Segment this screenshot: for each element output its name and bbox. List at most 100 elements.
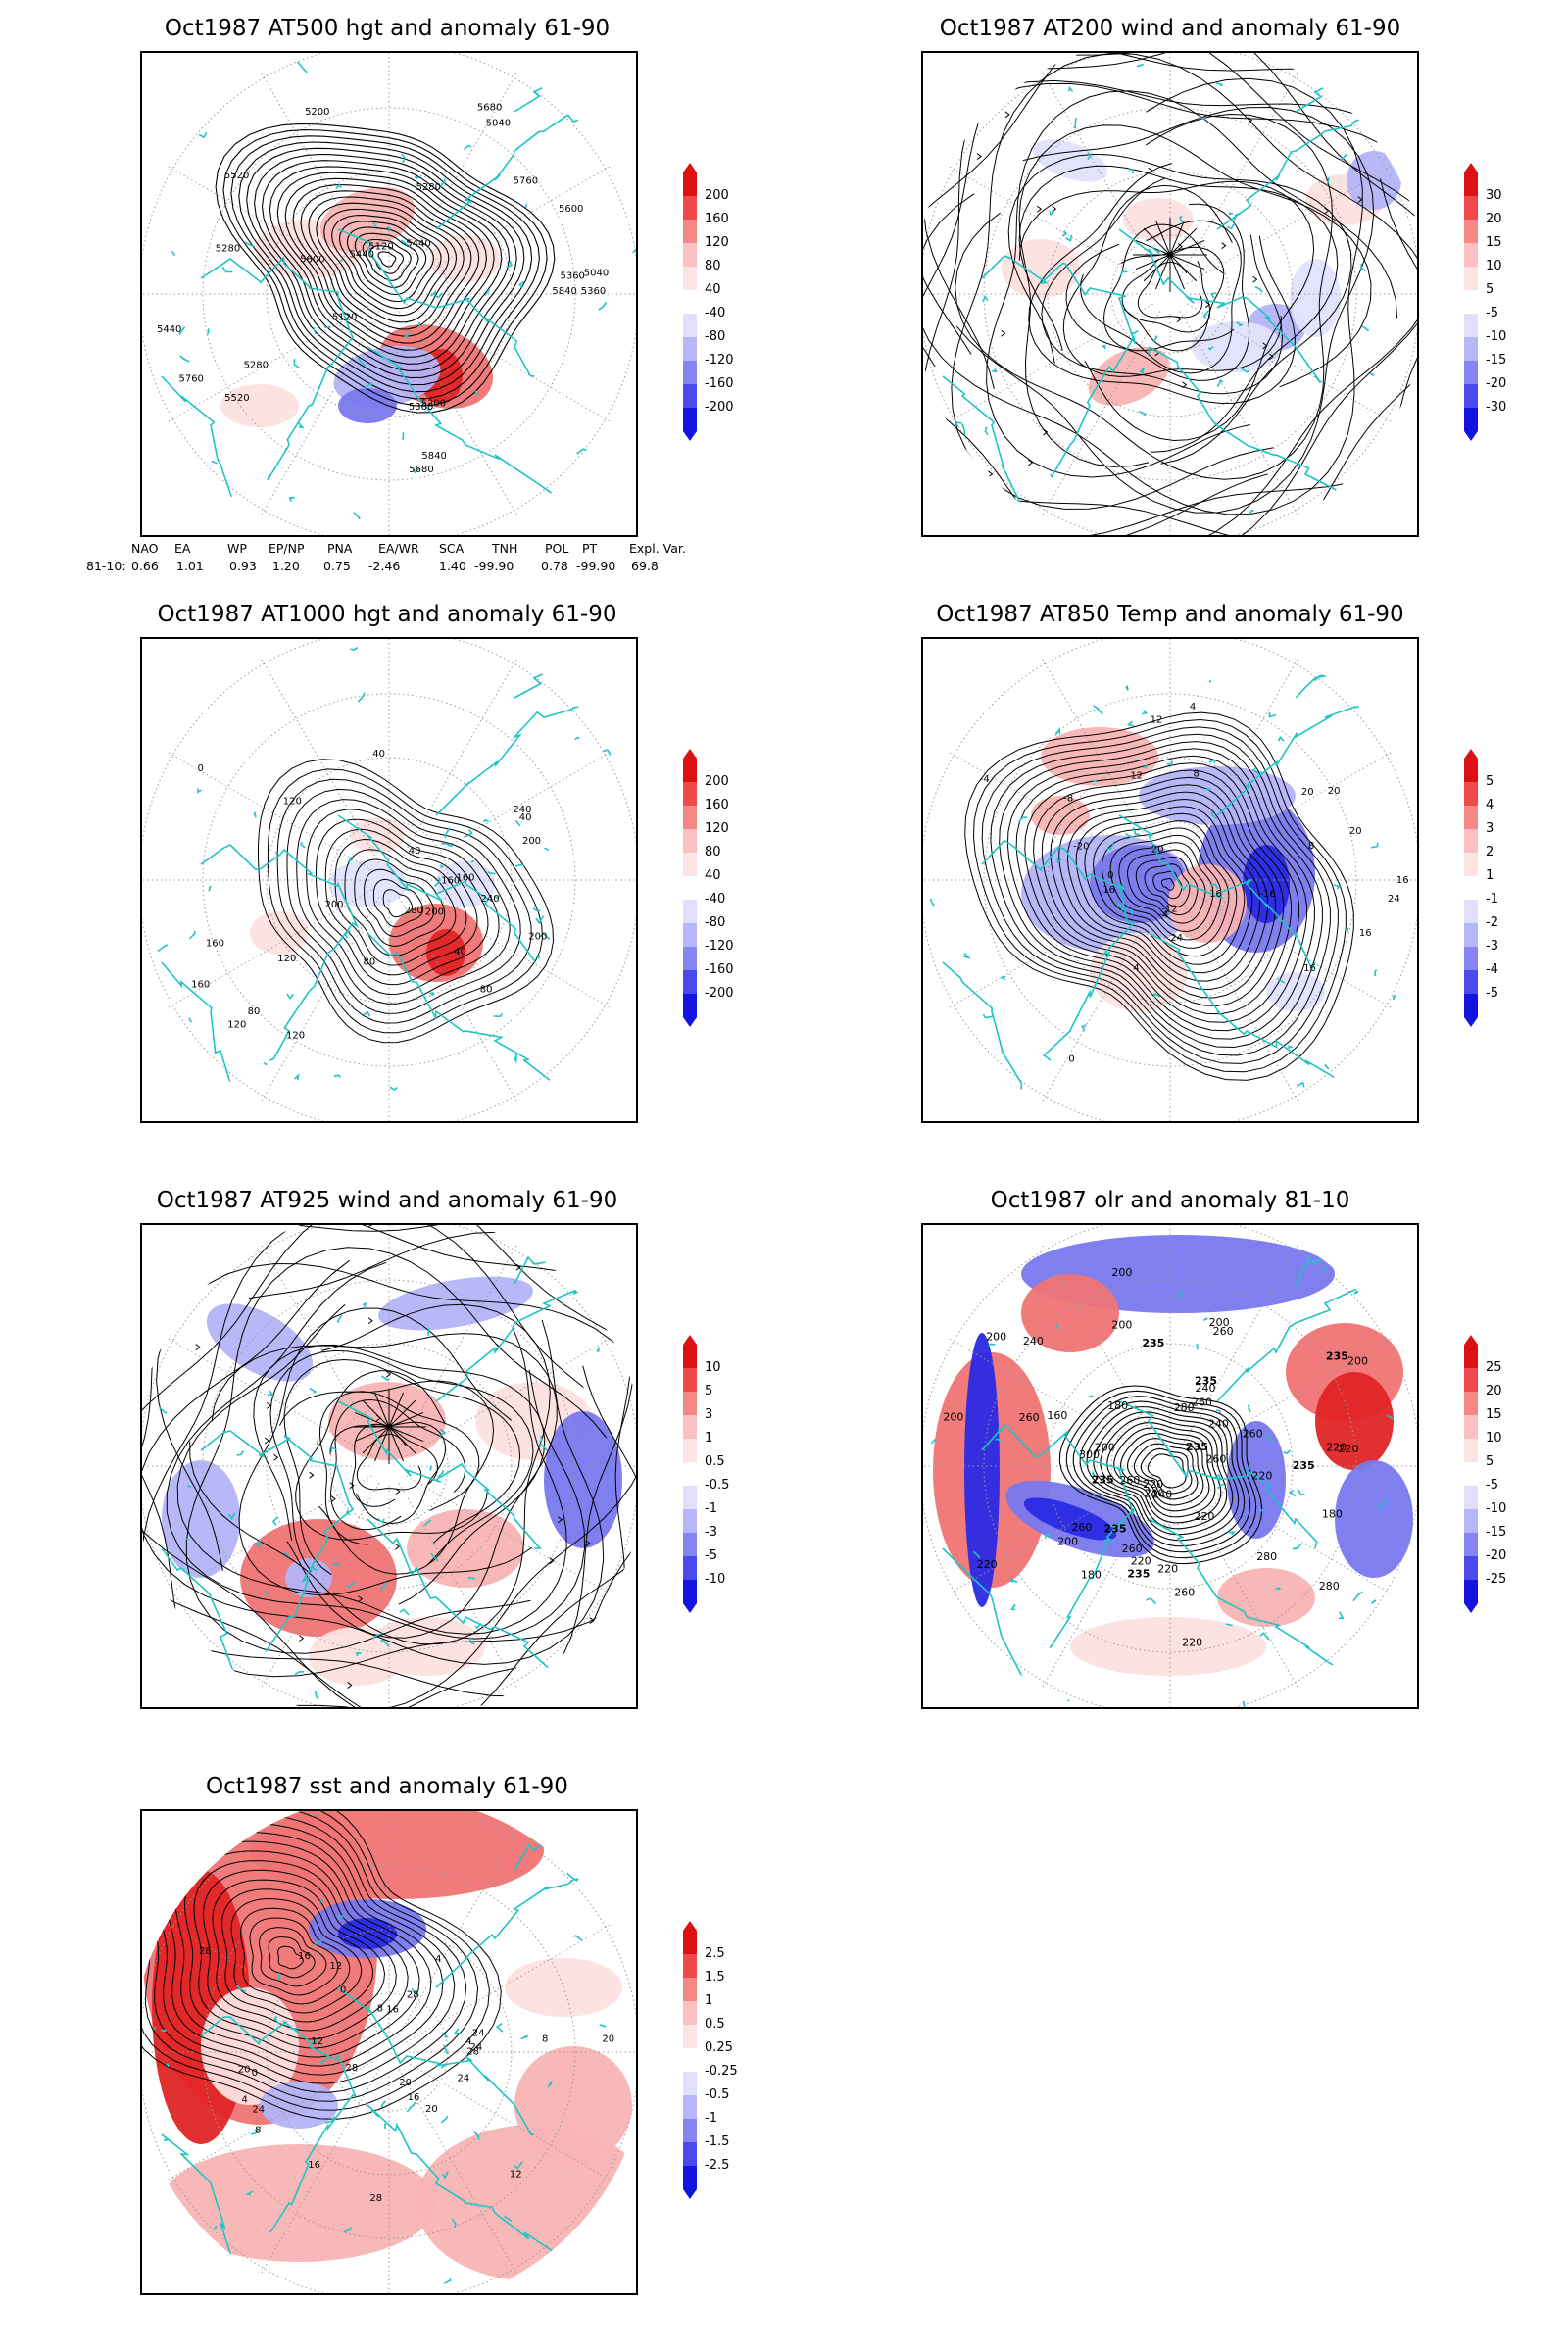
colorbar-swatch bbox=[1464, 994, 1478, 1027]
contour-label: 5120 bbox=[332, 313, 357, 323]
colorbar-swatch bbox=[683, 2048, 697, 2072]
contour-label: 5680 bbox=[477, 103, 502, 114]
map-content: 16 12 8 4 0 -4 -8 -12 -16 -20 20 16 24 20 16 12 8 4 0 -4 16 2… bbox=[923, 639, 1417, 1121]
colorbar-swatch bbox=[1464, 1439, 1478, 1462]
colorbar-label: 160 bbox=[705, 798, 729, 812]
colorbar-label: 4 bbox=[1486, 798, 1494, 812]
colorbar-label: 3 bbox=[1486, 821, 1494, 836]
colorbar-swatch bbox=[683, 1954, 697, 1978]
contour-label: 40 bbox=[519, 812, 532, 823]
colorbar-label: -4 bbox=[1486, 962, 1498, 977]
contour-label: 180 bbox=[1081, 1569, 1102, 1582]
contour-labels: 5840 5680 5600 5520 5440 5360 5280 5200 5120 5040… bbox=[157, 103, 609, 476]
colorbar-label: -15 bbox=[1486, 353, 1507, 368]
colorbar-label: -80 bbox=[705, 329, 726, 344]
colorbar-swatch bbox=[1464, 853, 1478, 876]
contour-label: 12 bbox=[1151, 715, 1163, 726]
teleconnection-table: NAO EA WP EP/NP PNA EA/WR SCA TNH POL PT Expl. Var… bbox=[86, 541, 727, 576]
panel-title: Oct1987 olr and anomaly 81-10 bbox=[990, 1188, 1350, 1213]
colorbar-label: 2.5 bbox=[705, 1946, 725, 1961]
map-frame bbox=[921, 51, 1419, 537]
colorbar-swatch bbox=[1464, 947, 1478, 970]
colorbar-swatch bbox=[683, 408, 697, 441]
streamlines bbox=[923, 53, 1417, 535]
colorbar-label: -3 bbox=[1486, 939, 1498, 954]
contour-label: 240 bbox=[481, 894, 500, 905]
contour-label: 235 bbox=[1195, 1374, 1217, 1387]
contour-label: 20 bbox=[1349, 826, 1362, 837]
colorbar-label: 120 bbox=[705, 235, 729, 250]
stream-arrow bbox=[1177, 243, 1184, 250]
contour-label: 260 bbox=[1174, 1587, 1195, 1599]
contour-label: 220 bbox=[1251, 1470, 1272, 1483]
colorbar-swatch bbox=[1464, 290, 1478, 314]
colorbar-label: 160 bbox=[705, 212, 729, 226]
contour-label: 200 bbox=[1348, 1355, 1368, 1368]
stream-arrow bbox=[394, 1543, 401, 1550]
stream-arrow bbox=[299, 1635, 305, 1642]
contour-label: 5840 bbox=[552, 286, 576, 297]
colorbar-swatch bbox=[683, 1335, 697, 1368]
map-frame: 5840 5680 5600 5520 5440 5360 5280 5200 5120 5040… bbox=[140, 51, 638, 537]
panel-title: Oct1987 AT500 hgt and anomaly 61-90 bbox=[164, 16, 611, 41]
colorbar-swatch bbox=[1464, 1462, 1478, 1486]
colorbar-swatch bbox=[683, 947, 697, 970]
stream-arrow bbox=[197, 1678, 204, 1686]
contour-label: 280 bbox=[1319, 1580, 1340, 1592]
tele-header: PT bbox=[582, 541, 598, 556]
contour-label: 16 bbox=[1359, 928, 1372, 939]
colorbar-label: 20 bbox=[1486, 1384, 1502, 1398]
contour-label: 5120 bbox=[368, 242, 393, 253]
stream-arrow bbox=[1324, 207, 1330, 215]
colorbar-label: 1 bbox=[705, 1993, 713, 2008]
contour-labels: 16 12 8 4 0 -4 -8 -12 -16 -20 20 16 24 20 16 12 8 4 0 -4 16 2… bbox=[980, 702, 1409, 1064]
anomaly-shading bbox=[933, 1235, 1413, 1676]
contour-label: 5440 bbox=[157, 324, 181, 335]
colorbar-swatch bbox=[683, 2142, 697, 2166]
contour-label: 240 bbox=[513, 805, 531, 815]
stream-arrow bbox=[358, 1595, 364, 1603]
tele-header: EA/WR bbox=[378, 541, 419, 556]
colorbar-swatch bbox=[683, 314, 697, 337]
stream-arrow bbox=[609, 1677, 614, 1684]
colorbar-label: -0.5 bbox=[705, 2087, 730, 2102]
contour-label: 280 bbox=[1256, 1550, 1277, 1563]
colorbar-swatch bbox=[683, 1556, 697, 1580]
tele-value: 1.20 bbox=[272, 559, 300, 573]
colorbar-swatch bbox=[1464, 970, 1478, 994]
stream-arrow bbox=[1357, 196, 1363, 204]
anomaly-shading bbox=[162, 1276, 622, 1686]
tele-header: WP bbox=[227, 541, 247, 556]
contour-label: 4 bbox=[466, 2036, 471, 2047]
contour-label: 16 bbox=[408, 2092, 420, 2103]
colorbar-label: -15 bbox=[1486, 1525, 1507, 1540]
colorbar-label: 40 bbox=[705, 282, 721, 297]
contour-label: 24 bbox=[472, 2029, 485, 2039]
panel-title: Oct1987 AT200 wind and anomaly 61-90 bbox=[939, 16, 1401, 41]
colorbar-label: 5 bbox=[1486, 282, 1494, 297]
colorbar-swatch bbox=[1464, 900, 1478, 923]
tele-header: TNH bbox=[492, 541, 518, 556]
colorbar-label: -5 bbox=[1486, 306, 1498, 320]
colorbar-swatch bbox=[683, 876, 697, 900]
colorbar-swatch bbox=[683, 2025, 697, 2048]
contour-label: -4 bbox=[980, 774, 990, 785]
colorbar-label: 200 bbox=[705, 188, 729, 203]
contour-label: 24 bbox=[1388, 894, 1400, 905]
tele-header: POL bbox=[545, 541, 569, 556]
contour-label: 5280 bbox=[216, 244, 240, 255]
colorbar-label: -160 bbox=[705, 962, 734, 977]
contour-label: 200 bbox=[1111, 1318, 1132, 1331]
colorbar-swatch bbox=[683, 829, 697, 853]
contour-label: 5040 bbox=[486, 118, 511, 128]
stream-arrow bbox=[330, 1495, 336, 1503]
colorbar-label: -1 bbox=[705, 1501, 717, 1516]
colorbar-swatch bbox=[683, 384, 697, 408]
colorbar-swatch bbox=[1464, 1335, 1478, 1368]
contour-label: 5440 bbox=[406, 239, 430, 250]
contour-label: 260 bbox=[1205, 1453, 1226, 1466]
contour-label: 200 bbox=[522, 836, 541, 847]
contour-label: 200 bbox=[1095, 1442, 1115, 1454]
colorbar-swatch bbox=[683, 923, 697, 947]
contour-label: 5200 bbox=[421, 399, 446, 410]
